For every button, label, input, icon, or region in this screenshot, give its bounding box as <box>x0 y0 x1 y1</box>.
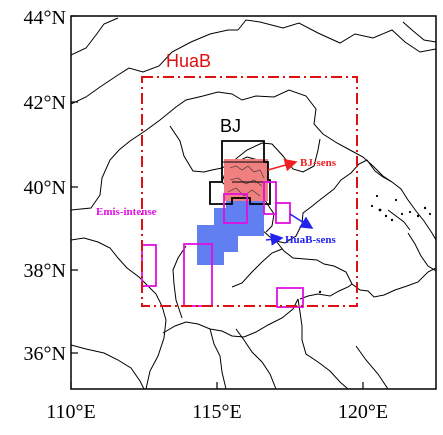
lat-label: 38°N <box>24 260 66 282</box>
island <box>428 212 432 216</box>
island <box>370 204 374 208</box>
huab-sens-arrow <box>289 213 314 229</box>
bj-region-outline <box>222 161 268 183</box>
island <box>318 290 322 294</box>
coastline <box>299 283 353 300</box>
bj-label: BJ <box>220 116 241 136</box>
border-line <box>162 298 299 338</box>
island <box>400 212 404 216</box>
border-line <box>209 328 227 389</box>
lon-label: 120°E <box>338 401 388 423</box>
bj-region-outline <box>209 140 271 205</box>
emis-box <box>141 244 157 287</box>
coastline <box>387 209 411 231</box>
islands <box>318 194 432 294</box>
island <box>408 210 412 214</box>
border-line <box>169 125 321 173</box>
island <box>416 214 420 218</box>
border-line <box>71 29 238 105</box>
lon-label: 110°E <box>46 401 95 423</box>
coastline <box>407 232 436 272</box>
coastline <box>297 298 349 389</box>
lat-label: 44°N <box>24 7 66 29</box>
border-line <box>71 17 119 56</box>
lon-label: 115°E <box>192 401 241 423</box>
coastline <box>261 159 393 244</box>
axis-ticks <box>70 15 364 389</box>
huab-sens-area <box>197 197 264 265</box>
island <box>384 214 388 218</box>
border-line <box>237 19 436 53</box>
border-line <box>71 237 167 389</box>
border-line <box>235 328 277 389</box>
island <box>390 218 394 222</box>
lat-label: 36°N <box>24 343 66 365</box>
huab-sens-arrow <box>265 233 284 246</box>
lat-label: 42°N <box>24 92 66 114</box>
border-line <box>172 245 187 319</box>
bj-sens-arrow <box>267 158 298 172</box>
island <box>375 194 379 198</box>
island <box>378 208 382 212</box>
border-line <box>355 345 389 389</box>
emis-box <box>275 202 291 224</box>
map-frame <box>70 15 437 390</box>
border-line <box>71 89 436 241</box>
lat-label: 40°N <box>24 177 66 199</box>
island <box>394 198 398 202</box>
emis-intense-label: Emis-intense <box>96 206 157 218</box>
border-line <box>402 21 436 43</box>
border-line <box>71 344 145 389</box>
huab-sens-label: HuaB-sens <box>285 234 336 246</box>
border-line <box>231 248 283 288</box>
huab-label: HuaB <box>166 51 211 71</box>
island <box>423 206 427 210</box>
emis-box <box>263 181 277 215</box>
huab-domain-box <box>141 76 358 307</box>
bj-sens-label: BJ-sens <box>300 157 337 169</box>
emis-box <box>223 193 248 224</box>
